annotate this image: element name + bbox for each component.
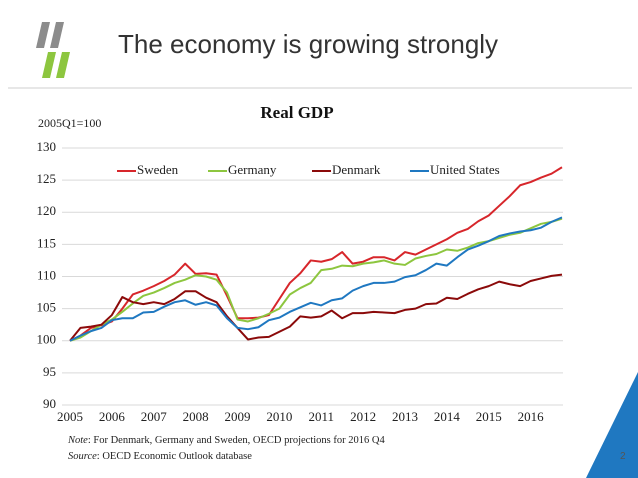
chart-title: Real GDP: [260, 103, 333, 122]
series-line: [69, 216, 563, 342]
series-line: [69, 273, 563, 342]
y-tick-label: 95: [43, 364, 56, 379]
note: Note: For Denmark, Germany and Sweden, O…: [67, 435, 385, 446]
x-tick-label: 2005: [57, 409, 83, 424]
oecd-logo: [36, 22, 70, 78]
legend-label: Sweden: [137, 162, 179, 177]
y-axis-label: 2005Q1=100: [38, 116, 101, 130]
slide-title: The economy is growing strongly: [118, 29, 498, 59]
plot: 90 95 100 105 110 115 120 125 130 2005 2006 2007 200…: [37, 139, 563, 424]
source-label: Source: [68, 451, 97, 462]
page-number: 2: [620, 451, 626, 462]
corner-decoration: [586, 372, 638, 478]
y-tick-label: 120: [37, 203, 57, 218]
x-tick-label: 2014: [434, 409, 461, 424]
y-tick-label: 100: [37, 332, 57, 347]
y-tick-label: 105: [37, 300, 57, 315]
x-tick-label: 2008: [183, 409, 209, 424]
x-tick-label: 2016: [518, 409, 545, 424]
y-tick-label: 90: [43, 396, 56, 411]
y-tick-label: 125: [37, 171, 57, 186]
note-text: : For Denmark, Germany and Sweden, OECD …: [88, 435, 386, 446]
note-label: Note: [67, 435, 88, 446]
x-tick-label: 2009: [224, 409, 250, 424]
source: Source: OECD Economic Outlook database: [68, 451, 252, 462]
y-tick-label: 115: [37, 235, 56, 250]
x-tick-label: 2015: [476, 409, 502, 424]
series-line: [69, 217, 563, 342]
x-tick-label: 2011: [308, 409, 334, 424]
y-tick-label: 130: [37, 139, 57, 154]
x-tick-label: 2007: [141, 409, 168, 424]
x-tick-label: 2006: [99, 409, 126, 424]
x-tick-label: 2012: [350, 409, 376, 424]
x-tick-label: 2010: [266, 409, 292, 424]
x-tick-label: 2013: [392, 409, 418, 424]
legend-label: Germany: [228, 162, 277, 177]
y-tick-label: 110: [37, 267, 56, 282]
legend-label: Denmark: [332, 162, 381, 177]
series-line: [69, 166, 563, 342]
source-text: : OECD Economic Outlook database: [97, 451, 252, 462]
legend-label: United States: [430, 162, 500, 177]
